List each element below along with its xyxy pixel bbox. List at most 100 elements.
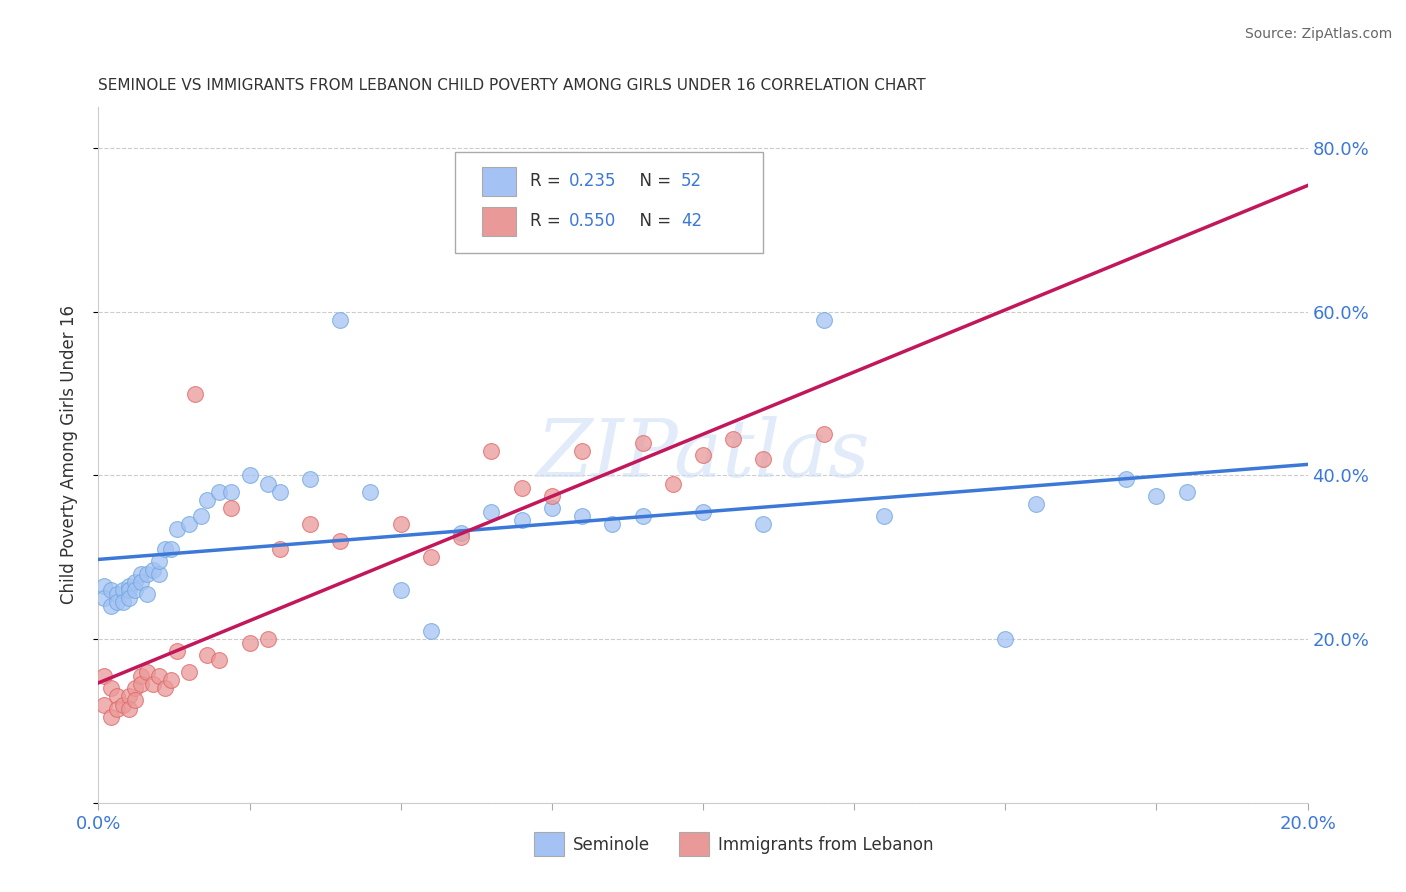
- Text: 42: 42: [682, 212, 703, 230]
- Point: [813, 427, 835, 442]
- Point: [129, 677, 152, 691]
- Point: [184, 386, 207, 401]
- Point: [93, 698, 115, 712]
- Point: [256, 476, 278, 491]
- Point: [239, 636, 262, 650]
- Point: [692, 505, 714, 519]
- Text: Source: ZipAtlas.com: Source: ZipAtlas.com: [1244, 27, 1392, 41]
- Point: [450, 525, 472, 540]
- Point: [124, 574, 146, 589]
- Point: [118, 579, 141, 593]
- Point: [148, 669, 170, 683]
- Point: [1024, 497, 1046, 511]
- Point: [153, 542, 176, 557]
- Point: [994, 632, 1017, 646]
- Point: [93, 579, 115, 593]
- Text: N =: N =: [630, 212, 676, 230]
- Point: [360, 484, 382, 499]
- Point: [752, 517, 775, 532]
- Point: [148, 566, 170, 581]
- Point: [179, 517, 201, 532]
- Point: [118, 690, 141, 704]
- Text: R =: R =: [530, 212, 567, 230]
- Point: [692, 448, 714, 462]
- Point: [118, 582, 141, 597]
- Point: [540, 489, 562, 503]
- Point: [111, 698, 134, 712]
- Point: [105, 690, 128, 704]
- Text: 0.235: 0.235: [569, 172, 616, 190]
- FancyBboxPatch shape: [679, 832, 709, 856]
- Point: [269, 484, 291, 499]
- Point: [100, 681, 122, 696]
- Point: [124, 582, 146, 597]
- Point: [1175, 484, 1198, 499]
- Point: [160, 673, 183, 687]
- Point: [510, 513, 533, 527]
- Text: N =: N =: [630, 172, 676, 190]
- Point: [142, 677, 165, 691]
- FancyBboxPatch shape: [456, 153, 763, 253]
- Point: [100, 710, 122, 724]
- Point: [118, 701, 141, 715]
- Point: [299, 473, 322, 487]
- Point: [100, 582, 122, 597]
- Point: [1144, 489, 1167, 503]
- Point: [631, 435, 654, 450]
- Point: [124, 693, 146, 707]
- Text: R =: R =: [530, 172, 567, 190]
- Point: [631, 509, 654, 524]
- Point: [153, 681, 176, 696]
- Point: [135, 566, 157, 581]
- Point: [195, 492, 218, 507]
- Point: [329, 313, 352, 327]
- Point: [129, 574, 152, 589]
- FancyBboxPatch shape: [482, 167, 516, 195]
- Point: [389, 517, 412, 532]
- Point: [256, 632, 278, 646]
- Point: [723, 432, 745, 446]
- Y-axis label: Child Poverty Among Girls Under 16: Child Poverty Among Girls Under 16: [59, 305, 77, 605]
- Point: [481, 505, 503, 519]
- Point: [142, 562, 165, 576]
- Point: [510, 481, 533, 495]
- Point: [602, 517, 624, 532]
- FancyBboxPatch shape: [482, 207, 516, 235]
- Point: [105, 587, 128, 601]
- Point: [450, 530, 472, 544]
- Text: Immigrants from Lebanon: Immigrants from Lebanon: [717, 836, 934, 854]
- Text: ZIPatlas: ZIPatlas: [536, 417, 870, 493]
- Point: [571, 509, 593, 524]
- Point: [239, 468, 262, 483]
- Point: [208, 484, 231, 499]
- Point: [873, 509, 896, 524]
- Point: [129, 566, 152, 581]
- Point: [571, 443, 593, 458]
- Point: [299, 517, 322, 532]
- Point: [166, 522, 188, 536]
- Point: [221, 501, 243, 516]
- Point: [118, 591, 141, 606]
- Point: [329, 533, 352, 548]
- Point: [752, 452, 775, 467]
- Point: [105, 595, 128, 609]
- Point: [135, 665, 157, 679]
- Point: [389, 582, 412, 597]
- Point: [100, 599, 122, 614]
- Text: Seminole: Seminole: [572, 836, 650, 854]
- Point: [221, 484, 243, 499]
- Point: [135, 587, 157, 601]
- Point: [111, 582, 134, 597]
- Point: [420, 550, 443, 565]
- Point: [190, 509, 212, 524]
- Point: [420, 624, 443, 638]
- Point: [129, 669, 152, 683]
- Point: [166, 644, 188, 658]
- Point: [93, 669, 115, 683]
- FancyBboxPatch shape: [534, 832, 564, 856]
- Point: [111, 595, 134, 609]
- Point: [160, 542, 183, 557]
- Text: 52: 52: [682, 172, 703, 190]
- Point: [208, 652, 231, 666]
- Point: [148, 554, 170, 568]
